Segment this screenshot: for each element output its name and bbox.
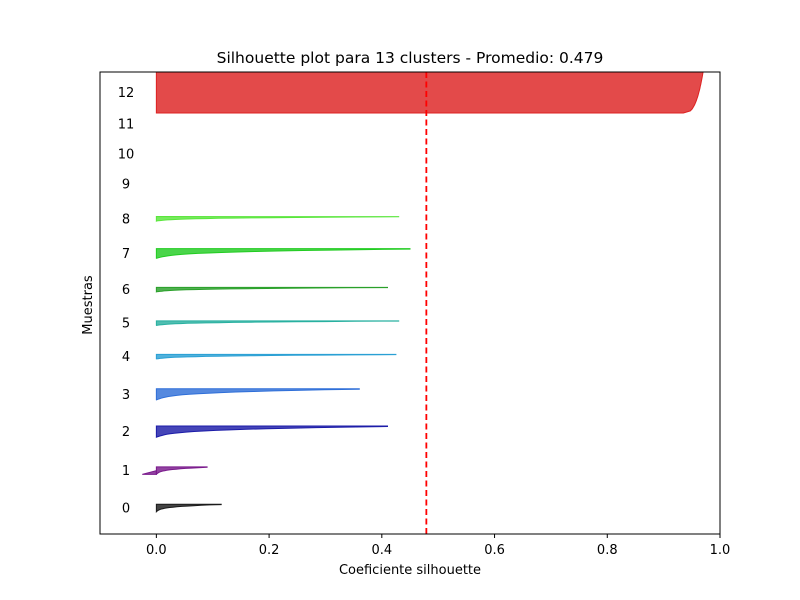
y-axis-title: Muestras — [81, 275, 96, 335]
cluster-label: 11 — [118, 118, 135, 133]
cluster-label: 2 — [122, 425, 130, 440]
plot-frame — [99, 71, 721, 535]
cluster-label: 0 — [122, 501, 130, 516]
cluster-label: 9 — [122, 177, 130, 192]
cluster-silhouette-12 — [155, 71, 704, 114]
cluster-negative-tail-1 — [142, 470, 157, 475]
x-axis-title: Coeficiente silhouette — [339, 563, 481, 578]
cluster-label: 3 — [122, 388, 130, 403]
cluster-silhouette-2 — [155, 425, 388, 439]
cluster-silhouette-5 — [155, 320, 400, 326]
cluster-silhouette-0 — [155, 503, 222, 514]
cluster-silhouette-7 — [155, 248, 411, 259]
cluster-silhouette-1 — [155, 466, 208, 475]
cluster-label: 5 — [122, 317, 130, 332]
cluster-silhouette-3 — [155, 388, 360, 401]
cluster-label: 12 — [118, 86, 135, 101]
cluster-silhouette-4 — [155, 353, 397, 360]
cluster-label: 7 — [122, 247, 130, 262]
cluster-label: 4 — [122, 350, 130, 365]
cluster-label: 1 — [122, 464, 130, 479]
x-tick-label: 0.6 — [484, 543, 505, 558]
cluster-silhouette-8 — [155, 216, 400, 223]
x-tick-label: 0.2 — [259, 543, 280, 558]
cluster-silhouette-6 — [155, 286, 388, 293]
x-tick-label: 0.4 — [371, 543, 392, 558]
cluster-label: 8 — [122, 212, 130, 227]
x-tick-label: 1.0 — [710, 543, 731, 558]
cluster-label: 6 — [122, 283, 130, 298]
cluster-label: 10 — [118, 148, 135, 163]
chart-title: Silhouette plot para 13 clusters - Prome… — [217, 49, 604, 67]
x-tick-label: 0.0 — [146, 543, 167, 558]
x-tick-label: 0.8 — [597, 543, 618, 558]
